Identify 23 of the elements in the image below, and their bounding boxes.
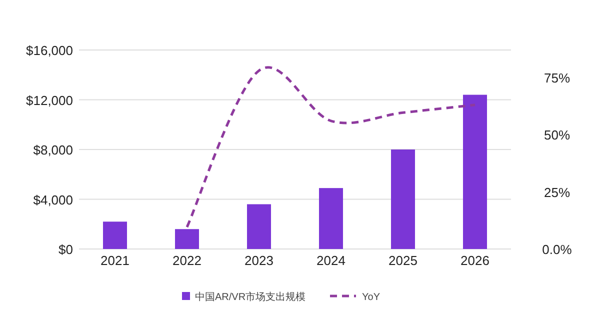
bar <box>247 204 271 249</box>
y-tick-label: $16,000 <box>26 43 73 58</box>
bar <box>175 229 199 249</box>
y2-tick-label: 50% <box>544 128 570 143</box>
x-tick-label: 2021 <box>100 253 130 268</box>
bar <box>319 188 343 249</box>
y2-tick-label: 75% <box>544 70 570 86</box>
bar <box>463 94 487 249</box>
y-tick-label: $4,000 <box>33 192 73 208</box>
legend-label: YoY <box>362 292 380 303</box>
x-tick-label: 2024 <box>316 253 346 268</box>
y-tick-label: $8,000 <box>33 142 73 158</box>
x-tick-label: 2023 <box>244 253 274 268</box>
x-tick-label: 2022 <box>172 253 202 268</box>
y-tick-label: $0 <box>58 242 73 257</box>
y-tick-label: $12,000 <box>26 92 73 108</box>
bar <box>391 150 415 249</box>
y2-tick-label: 0.0% <box>542 242 572 257</box>
x-tick-label: 2025 <box>388 253 418 268</box>
bar <box>103 222 127 249</box>
legend-label: 中国AR/VR市场支出规模 <box>195 291 306 303</box>
y2-tick-label: 25% <box>544 184 570 200</box>
x-tick-label: 2026 <box>460 253 490 268</box>
